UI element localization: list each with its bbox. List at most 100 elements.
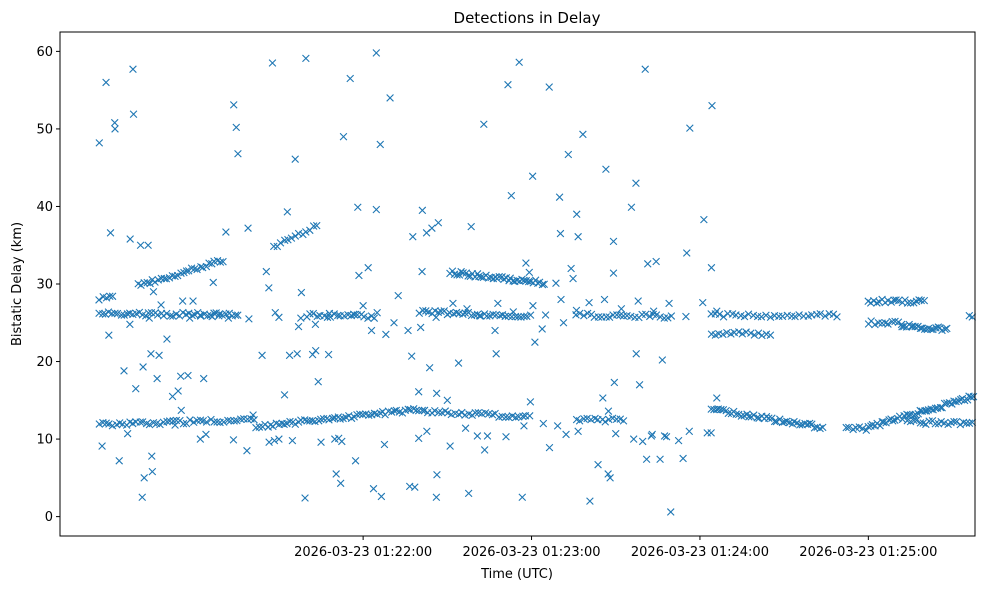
data-point	[666, 508, 675, 516]
data-point	[943, 324, 951, 333]
data-point	[283, 208, 292, 216]
data-point	[271, 308, 280, 317]
data-point	[719, 313, 728, 321]
data-point	[645, 312, 654, 321]
data-point	[518, 493, 527, 502]
data-point	[723, 328, 731, 337]
data-point	[364, 263, 372, 272]
data-point	[864, 422, 873, 431]
data-point	[146, 279, 154, 288]
y-tick-label: 20	[36, 355, 53, 370]
data-point	[635, 381, 644, 389]
data-point	[520, 422, 528, 430]
data-point	[574, 427, 582, 436]
y-axis-ticks: 0 10 20 30 40 50 60	[36, 45, 60, 525]
data-point	[301, 494, 309, 502]
data-point	[910, 416, 918, 425]
data-point	[151, 278, 159, 286]
data-point	[757, 312, 766, 321]
data-point	[138, 493, 147, 502]
data-point	[106, 229, 115, 237]
data-point	[778, 312, 787, 321]
data-point	[515, 58, 523, 67]
data-point	[665, 299, 673, 308]
data-point	[98, 310, 107, 318]
data-point	[356, 410, 364, 419]
data-point	[959, 418, 968, 427]
data-point	[193, 265, 201, 274]
data-point	[369, 484, 378, 493]
data-point	[600, 295, 609, 304]
data-point	[308, 416, 317, 425]
data-point	[754, 329, 763, 337]
data-point	[202, 430, 210, 439]
data-point	[871, 320, 879, 329]
data-point	[539, 419, 548, 428]
data-point	[894, 296, 903, 305]
data-point	[579, 130, 587, 139]
data-point	[888, 417, 897, 425]
data-point	[177, 406, 186, 415]
data-point	[594, 313, 603, 321]
data-point	[453, 271, 461, 279]
data-point	[894, 318, 903, 326]
data-point	[216, 258, 225, 266]
data-point	[302, 54, 310, 63]
data-point	[698, 298, 707, 307]
data-point	[808, 420, 816, 428]
data-point	[364, 314, 372, 323]
data-point	[580, 311, 588, 320]
data-point	[358, 410, 367, 419]
data-point	[732, 410, 741, 419]
data-point	[475, 312, 484, 320]
data-point	[172, 416, 181, 425]
data-point	[712, 307, 721, 315]
data-point	[821, 312, 829, 320]
data-point	[169, 417, 178, 425]
data-point	[758, 331, 766, 340]
data-point	[559, 318, 568, 327]
data-point	[524, 277, 533, 286]
data-point	[354, 203, 362, 212]
data-point	[888, 317, 897, 326]
data-point	[309, 309, 318, 318]
data-point	[297, 314, 305, 322]
y-tick-label: 30	[36, 278, 53, 293]
data-point	[245, 315, 253, 323]
data-point	[463, 305, 471, 313]
data-point	[531, 338, 539, 346]
data-point	[700, 215, 708, 224]
data-point	[632, 179, 640, 187]
data-point	[610, 378, 619, 387]
data-point	[483, 432, 492, 440]
x-tick-label: 2026-03-23 01:24:00	[631, 545, 769, 560]
data-point	[285, 351, 294, 360]
data-point	[286, 417, 294, 426]
data-point	[215, 312, 223, 320]
x-axis-ticks: 2026-03-23 01:22:00 2026-03-23 01:23:00 20…	[294, 536, 937, 560]
data-point	[656, 455, 664, 464]
data-point	[969, 392, 978, 401]
data-point	[336, 479, 345, 488]
data-point	[115, 456, 124, 465]
data-point	[594, 460, 602, 469]
data-point	[906, 299, 915, 307]
data-point	[433, 470, 441, 479]
data-point	[186, 416, 194, 424]
data-point	[425, 363, 434, 372]
data-point	[308, 350, 317, 359]
data-point	[166, 312, 175, 320]
data-point	[409, 232, 417, 241]
data-point	[619, 417, 628, 425]
data-point	[753, 414, 761, 422]
data-point	[518, 275, 526, 284]
data-point	[569, 274, 577, 283]
data-point	[353, 410, 361, 419]
data-point	[494, 299, 502, 308]
data-point	[686, 124, 694, 132]
data-point	[157, 301, 165, 309]
data-point	[766, 331, 775, 339]
data-point	[903, 299, 912, 307]
data-point	[224, 416, 232, 425]
